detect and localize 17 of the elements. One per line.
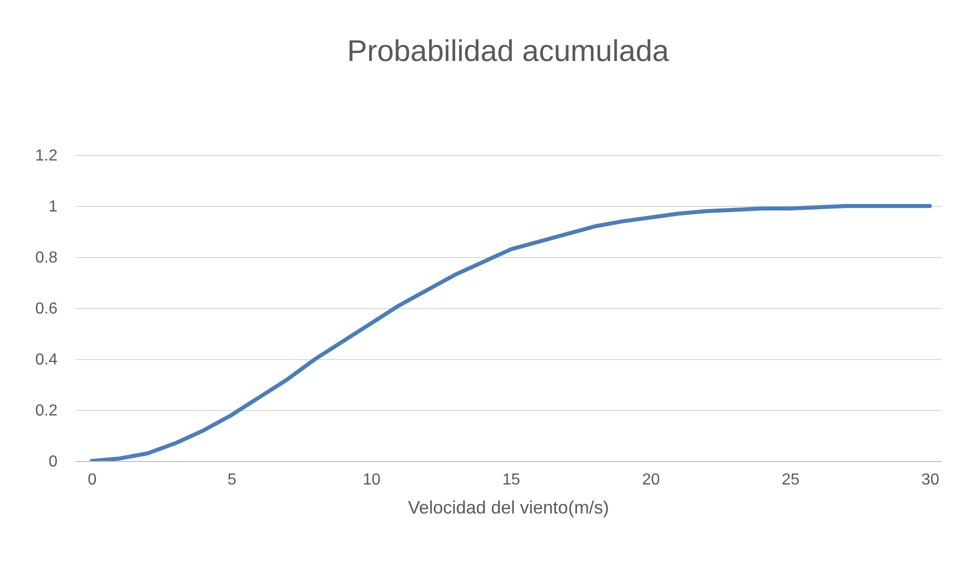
x-axis-title: Velocidad del viento(m/s) [408, 498, 610, 518]
y-tick-label: 1.2 [35, 148, 58, 164]
y-tick-label: 0.8 [35, 250, 58, 266]
line-series [90, 204, 932, 461]
y-tick-label: 0.4 [35, 352, 58, 368]
x-tick-label: 10 [362, 472, 381, 488]
y-tick-label: 0 [48, 454, 58, 470]
chart-title: Probabilidad acumulada [347, 35, 670, 68]
x-tick-label: 25 [782, 472, 800, 488]
y-tick-label: 0.6 [35, 300, 58, 318]
x-tick-label: 0 [88, 472, 97, 488]
y-tick-label: 1 [48, 198, 58, 216]
x-tick-label: 20 [642, 472, 660, 488]
x-tick-label: 30 [921, 472, 940, 488]
x-tick-label: 5 [227, 472, 236, 488]
y-tick-label: 0.2 [35, 402, 58, 420]
x-tick-label: 15 [502, 472, 520, 488]
